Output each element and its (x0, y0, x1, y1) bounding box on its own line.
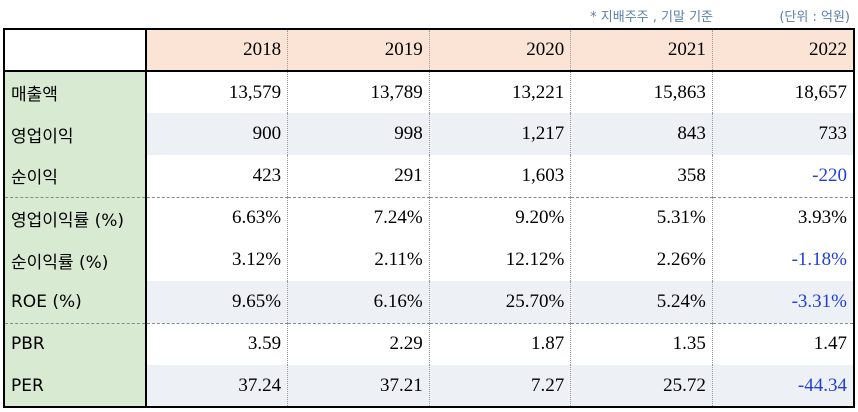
table-cell: 2.11% (287, 239, 430, 281)
table-row: PER 37.24 37.21 7.27 25.72 -44.34 (4, 365, 854, 407)
table-cell: 6.63% (145, 197, 288, 239)
table-cell: 1.87 (428, 323, 571, 365)
table-cell: -220 (711, 155, 854, 198)
table-row: ROE (%) 9.65% 6.16% 25.70% 5.24% -3.31% (4, 281, 854, 324)
row-label: 매출액 (4, 71, 147, 113)
table-cell: 13,789 (287, 71, 430, 113)
year-header: 2019 (287, 29, 430, 72)
table-row: PBR 3.59 2.29 1.87 1.35 1.47 (4, 323, 854, 365)
row-label: ROE (%) (4, 281, 147, 324)
table-cell: 37.24 (145, 365, 288, 407)
year-header: 2018 (145, 29, 288, 72)
table-cell: 733 (711, 113, 854, 155)
header-row: 2018 2019 2020 2021 2022 (3, 29, 854, 72)
table-cell: 1,603 (428, 155, 571, 198)
table-cell: 900 (145, 113, 288, 155)
table-cell: 25.70% (428, 281, 571, 324)
basis-note: * 지배주주 , 기말 기준 (590, 10, 713, 25)
unit-note: (단위 : 억원) (779, 10, 850, 25)
year-header: 2021 (570, 29, 713, 72)
table-cell: 7.24% (287, 197, 430, 239)
financial-table: 2018 2019 2020 2021 2022 매출액 13,579 13,7… (3, 28, 855, 408)
table-cell: 1.35 (570, 323, 713, 365)
table-cell: 291 (287, 155, 430, 198)
corner-cell (3, 29, 147, 72)
row-label: 순이익률 (%) (4, 239, 147, 281)
table-cell: 13,221 (428, 71, 571, 113)
table-notes: * 지배주주 , 기말 기준 (단위 : 억원) (0, 4, 858, 26)
table-cell: 3.12% (145, 239, 288, 281)
row-label: PBR (4, 323, 147, 365)
table-cell: 18,657 (711, 71, 854, 113)
year-header: 2020 (428, 29, 571, 72)
table-cell: 1.47 (711, 323, 854, 365)
row-label: 순이익 (4, 155, 147, 198)
table-cell: 9.20% (428, 197, 571, 239)
table-cell: 7.27 (428, 365, 571, 407)
table-cell: 998 (287, 113, 430, 155)
table-cell: 5.31% (570, 197, 713, 239)
table-cell: 5.24% (570, 281, 713, 324)
table-cell: 9.65% (145, 281, 288, 324)
table-cell: 3.59 (145, 323, 288, 365)
table-cell: -1.18% (711, 239, 854, 281)
table-cell: -44.34 (711, 365, 854, 407)
row-label: PER (4, 365, 147, 407)
table-cell: 12.12% (428, 239, 571, 281)
year-header: 2022 (711, 29, 854, 72)
table-row: 매출액 13,579 13,789 13,221 15,863 18,657 (4, 71, 854, 113)
table-cell: 2.29 (287, 323, 430, 365)
table-row: 순이익률 (%) 3.12% 2.11% 12.12% 2.26% -1.18% (4, 239, 854, 281)
table-cell: 1,217 (428, 113, 571, 155)
table-cell: -3.31% (711, 281, 854, 324)
table-cell: 423 (145, 155, 288, 198)
table-cell: 358 (570, 155, 713, 198)
table-cell: 6.16% (287, 281, 430, 324)
table-cell: 25.72 (570, 365, 713, 407)
table-row: 영업이익 900 998 1,217 843 733 (4, 113, 854, 155)
table-cell: 843 (570, 113, 713, 155)
row-label: 영업이익률 (%) (4, 197, 147, 239)
table-cell: 37.21 (287, 365, 430, 407)
row-label: 영업이익 (4, 113, 147, 155)
table-cell: 2.26% (570, 239, 713, 281)
table-row: 영업이익률 (%) 6.63% 7.24% 9.20% 5.31% 3.93% (4, 197, 854, 239)
table-cell: 15,863 (570, 71, 713, 113)
table-cell: 3.93% (711, 197, 854, 239)
table-row: 순이익 423 291 1,603 358 -220 (4, 155, 854, 198)
table-cell: 13,579 (145, 71, 288, 113)
